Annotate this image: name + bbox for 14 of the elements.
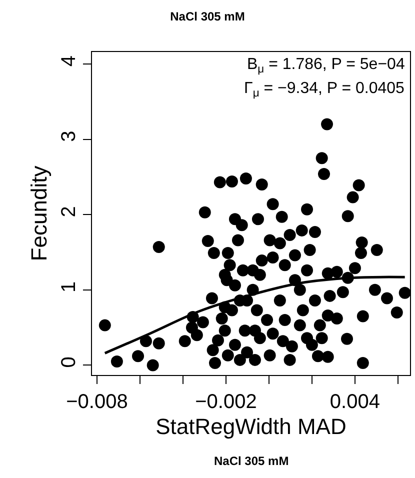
- y-tick-label: 1: [58, 281, 80, 292]
- x-tick-label: −0.002: [195, 391, 257, 414]
- y-axis-title: Fecundity: [26, 166, 52, 262]
- y-tick-label: 4: [58, 55, 80, 67]
- x-tick-label: −0.008: [66, 391, 128, 414]
- text: NaCl 305 mM: [214, 454, 289, 468]
- chart-title: NaCl 305 mM: [170, 9, 245, 24]
- y-tick-label: 2: [58, 206, 80, 218]
- x-tick-label: 0.004: [330, 391, 380, 414]
- x-axis-title: StatRegWidth MAD: [156, 414, 346, 439]
- annotation: Γ$_{μ}$ = −9.34, P = 0.0405: [244, 80, 405, 100]
- y-tick-label: 0: [58, 356, 80, 368]
- annotation: B$_{μ}$ = 1.786, P = 5e−04: [247, 56, 405, 76]
- y-tick-label: 3: [58, 130, 80, 142]
